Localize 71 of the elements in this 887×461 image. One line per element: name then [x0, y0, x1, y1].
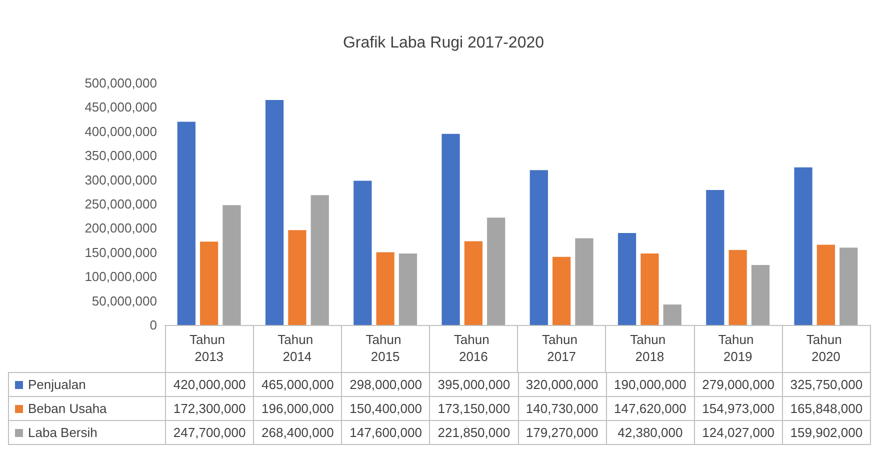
- bar: [618, 233, 636, 325]
- y-tick-label: 250,000,000: [84, 196, 157, 212]
- legend-label: Penjualan: [28, 377, 86, 392]
- y-tick-label: 0: [150, 318, 157, 332]
- data-label: 42,380,000: [606, 420, 694, 444]
- bar: [200, 242, 218, 325]
- bar: [177, 122, 196, 325]
- data-label: 147,620,000: [606, 396, 694, 420]
- data-label: 420,000,000: [166, 372, 254, 396]
- bar: [442, 134, 460, 325]
- bar: [265, 100, 284, 325]
- data-label: 279,000,000: [694, 372, 782, 396]
- bar: [640, 254, 659, 325]
- data-label: 173,150,000: [430, 396, 518, 420]
- bar: [530, 170, 548, 325]
- bar: [464, 241, 482, 325]
- y-tick-label: 350,000,000: [84, 148, 157, 164]
- data-label: 159,902,000: [782, 420, 870, 444]
- data-label: 147,600,000: [342, 420, 430, 444]
- bar: [751, 264, 770, 325]
- x-tick-label: Tahun 2016: [454, 332, 493, 364]
- bar: [575, 238, 594, 325]
- data-label: 268,400,000: [254, 420, 342, 444]
- data-label: 196,000,000: [254, 396, 342, 420]
- x-tick-label: Tahun 2015: [366, 332, 405, 364]
- data-label: 320,000,000: [518, 372, 606, 396]
- bar: [354, 180, 372, 325]
- data-label: 247,700,000: [166, 420, 254, 444]
- data-label: 140,730,000: [518, 396, 606, 420]
- bar: [288, 230, 306, 325]
- y-tick-label: 100,000,000: [84, 269, 157, 284]
- data-label: 179,270,000: [518, 420, 606, 444]
- bar: [816, 244, 835, 325]
- bar: [663, 304, 682, 325]
- data-label: 172,300,000: [166, 396, 254, 420]
- data-label: 221,850,000: [430, 420, 518, 444]
- x-tick-label: Tahun 2019: [718, 332, 758, 364]
- bar: [398, 254, 418, 325]
- bar: [552, 256, 571, 325]
- bar: [487, 218, 506, 325]
- legend-label: Laba Bersih: [28, 425, 98, 440]
- y-tick-label: 150,000,000: [84, 244, 157, 260]
- bar: [794, 167, 812, 325]
- bar: [840, 248, 858, 325]
- y-tick-label: 200,000,000: [84, 220, 157, 236]
- y-tick-label: 500,000,000: [84, 76, 157, 90]
- x-tick-label: Tahun 2017: [542, 332, 582, 364]
- x-tick-label: Tahun 2020: [806, 332, 846, 364]
- bar: [376, 252, 394, 325]
- bar: [706, 190, 724, 325]
- data-label: 154,973,000: [694, 396, 782, 420]
- legend-label: Beban Usaha: [28, 401, 107, 416]
- data-label: 298,000,000: [342, 372, 430, 396]
- chart-title: Grafik Laba Rugi 2017-2020: [342, 34, 544, 52]
- data-label: 325,750,000: [782, 372, 870, 396]
- bar: [310, 195, 329, 325]
- x-tick-label: Tahun 2018: [630, 332, 670, 364]
- data-label: 395,000,000: [430, 372, 518, 396]
- x-tick-label: Tahun 2013: [190, 332, 229, 364]
- y-tick-label: 400,000,000: [84, 124, 157, 139]
- bar: [728, 250, 747, 325]
- y-tick-label: 50,000,000: [92, 293, 157, 308]
- y-tick-label: 450,000,000: [84, 100, 157, 115]
- x-tick-label: Tahun 2014: [278, 332, 317, 364]
- y-tick-label: 300,000,000: [84, 172, 157, 188]
- data-label: 150,400,000: [342, 396, 430, 420]
- data-label: 165,848,000: [782, 396, 870, 420]
- data-label: 465,000,000: [254, 372, 342, 396]
- data-label: 124,027,000: [694, 420, 782, 444]
- bar: [222, 205, 241, 325]
- data-label: 190,000,000: [606, 372, 694, 396]
